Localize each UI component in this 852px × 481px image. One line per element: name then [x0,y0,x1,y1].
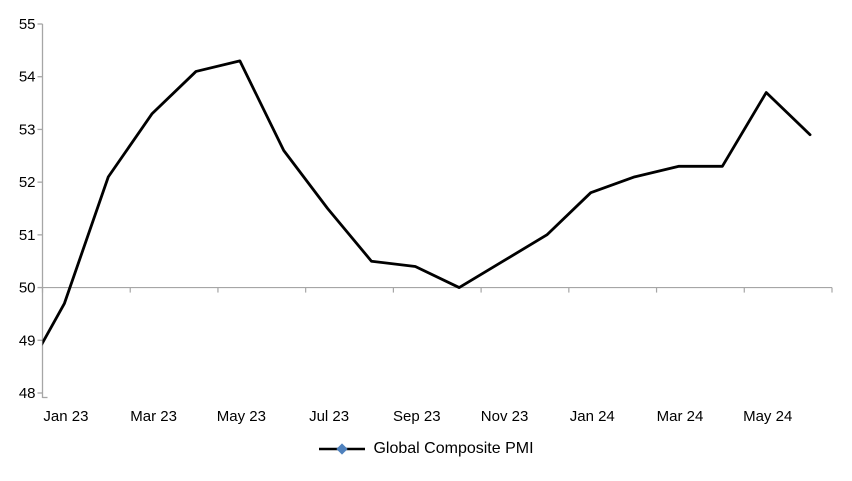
x-axis-tick-label: Jan 24 [570,408,615,425]
pmi-series-line [42,59,812,346]
legend-label: Global Composite PMI [373,440,534,457]
x-axis-tick-label: Jan 23 [43,408,88,425]
x-axis-tick-label: Mar 24 [657,408,704,425]
y-axis-tick-label: 53 [19,121,36,138]
y-axis-tick-label: 54 [19,69,36,86]
x-axis-tick-label: May 24 [743,408,792,425]
x-axis-tick-label: Jul 23 [309,408,349,425]
x-axis-tick-label: Mar 23 [130,408,177,425]
legend-diamond-marker-icon [336,443,349,455]
y-axis-tick-label: 55 [19,16,36,33]
y-axis-tick-label: 51 [19,227,36,244]
y-axis-tick-label: 49 [19,332,36,349]
y-axis-tick-label: 52 [19,174,36,191]
x-axis-tick-label: Nov 23 [481,408,529,425]
x-axis-tick-label: Sep 23 [393,408,441,425]
legend-line-marker-sample [319,443,366,455]
x-axis-tick-label: May 23 [217,408,266,425]
y-axis-tick-label: 48 [19,385,36,402]
chart-legend: Global Composite PMI [0,440,852,458]
y-axis-tick-label: 50 [19,280,36,297]
